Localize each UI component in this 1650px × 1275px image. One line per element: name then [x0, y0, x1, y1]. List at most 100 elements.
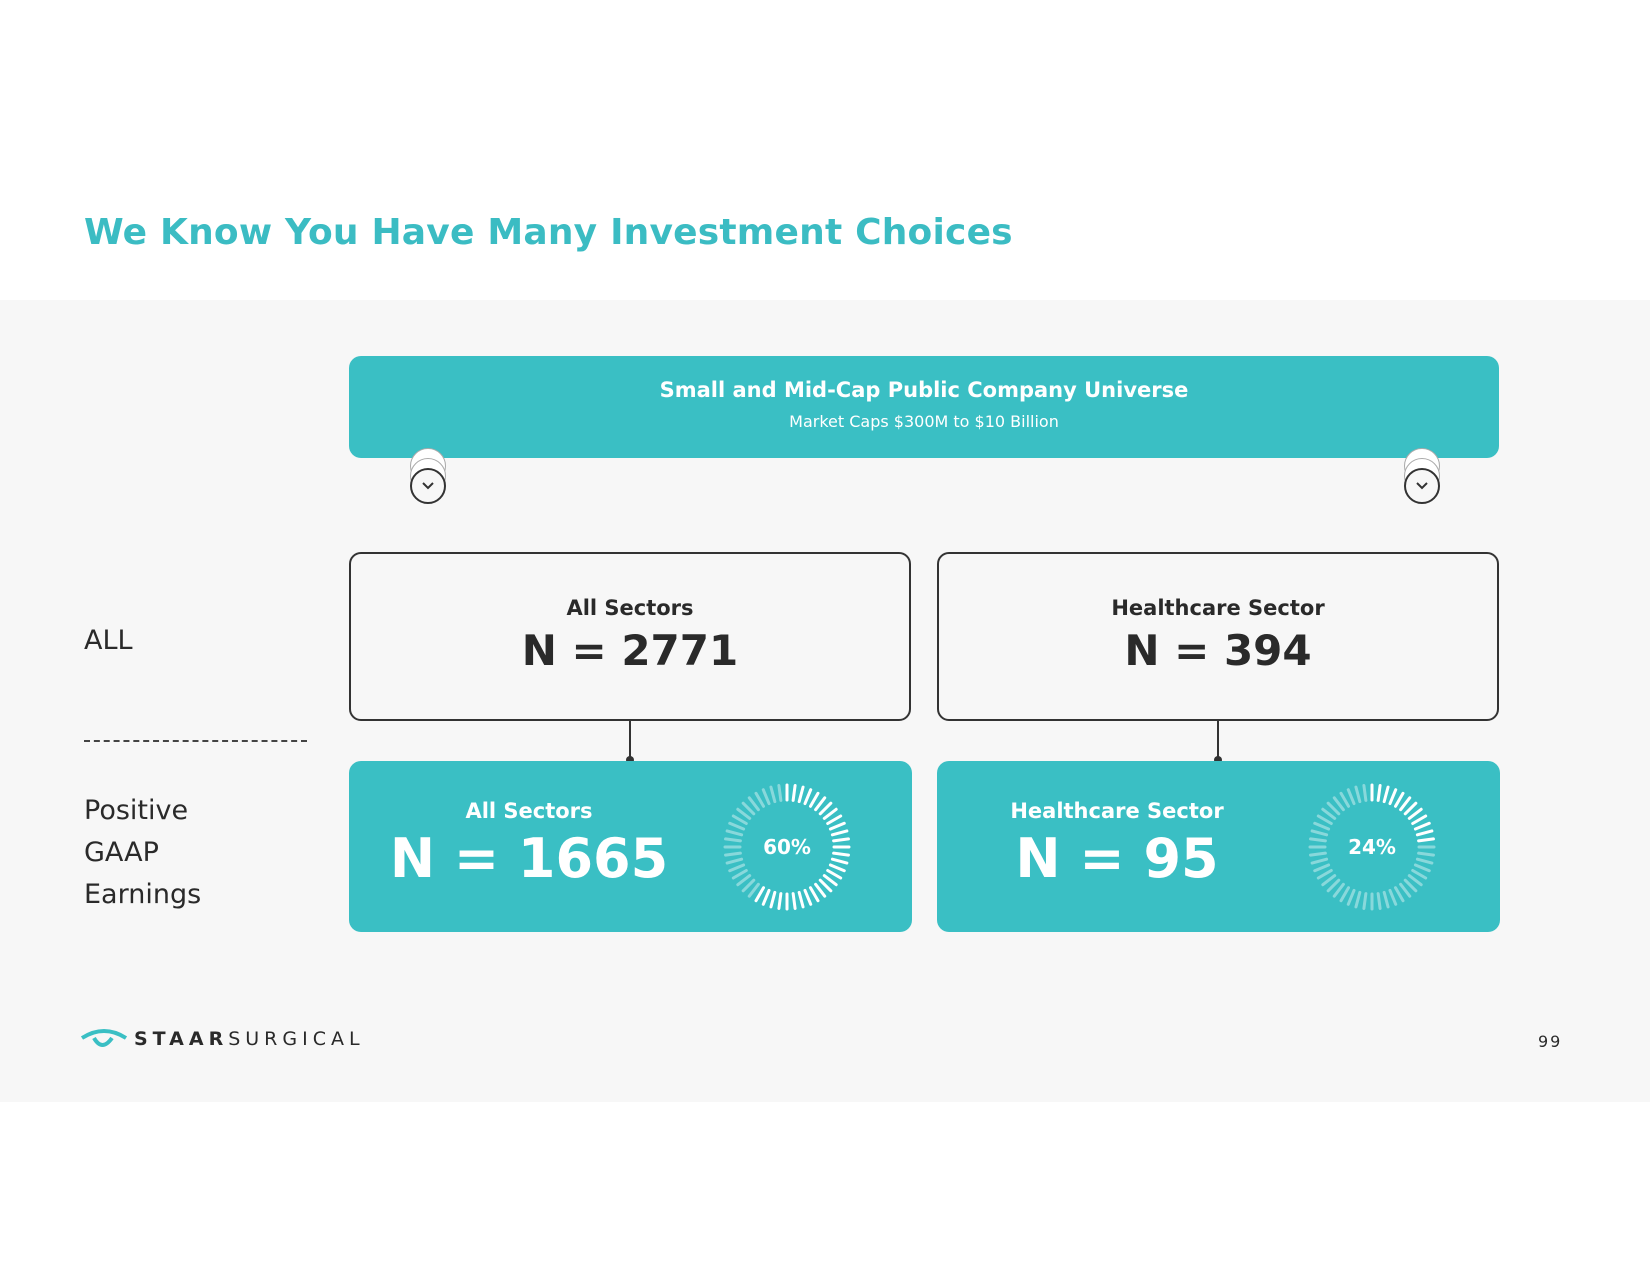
page-title: We Know You Have Many Investment Choices — [84, 212, 1013, 253]
gauge-tick — [1399, 796, 1412, 812]
gauge-tick — [724, 851, 742, 857]
gauge-tick — [1362, 892, 1368, 910]
gauge-tick — [1407, 874, 1423, 887]
gauge-tick — [832, 837, 850, 843]
gauge-tick — [1332, 882, 1345, 898]
gauge-tick — [814, 882, 827, 898]
gauge-tick — [1346, 888, 1356, 906]
gauge-tick — [1309, 851, 1327, 857]
gauge-tick — [724, 837, 742, 843]
eye-logo-icon — [80, 1029, 128, 1047]
gauge-tick — [731, 814, 748, 825]
gauge-tick — [830, 829, 849, 837]
gauge-tick — [1316, 869, 1333, 880]
label-line: Positive — [84, 795, 189, 826]
gauge-tick — [1411, 869, 1428, 880]
gauge-tick — [1399, 882, 1412, 898]
logo-text-light: SURGICAL — [228, 1028, 365, 1050]
gauge-tick — [818, 878, 833, 893]
gauge-tick — [1332, 796, 1345, 812]
gauge-tick — [822, 874, 838, 887]
gauge-tick — [1313, 821, 1331, 831]
gauge-tick — [1309, 837, 1327, 843]
gauge-tick — [1394, 791, 1405, 808]
gauge-tick — [1362, 784, 1368, 802]
percentage-gauge: 60% — [723, 783, 851, 911]
gauge-tick — [769, 785, 777, 804]
gauge-tick — [1354, 785, 1362, 804]
row-label-positive: Positive GAAP Earnings — [84, 790, 201, 916]
gauge-tick — [1310, 857, 1329, 865]
gauge-tick — [1411, 814, 1428, 825]
gauge-tick — [754, 791, 765, 808]
gauge-tick — [1326, 878, 1341, 893]
gauge-tick — [731, 869, 748, 880]
page-number: 99 — [1538, 1032, 1563, 1051]
gauge-tick — [1376, 892, 1382, 910]
gauge-tick — [791, 892, 797, 910]
gauge-tick — [1339, 886, 1350, 903]
universe-banner: Small and Mid-Cap Public Company Univers… — [349, 356, 1499, 458]
gauge-tick — [741, 801, 756, 816]
row-label-all: ALL — [84, 625, 133, 656]
gauge-tick — [728, 863, 746, 873]
chevron-down-icon — [1404, 468, 1440, 504]
gauge-tick — [826, 869, 843, 880]
gauge-tick — [803, 788, 813, 806]
logo-text-bold: STAAR — [134, 1028, 229, 1050]
gauge-tick — [769, 890, 777, 909]
gauge-tick — [728, 821, 746, 831]
connector-dot — [1214, 756, 1222, 764]
healthcare-box: Healthcare Sector N = 394 — [937, 552, 1499, 721]
gauge-tick — [826, 814, 843, 825]
gauge-tick — [1415, 829, 1434, 837]
gauge-tick — [828, 863, 846, 873]
gauge-tick — [1310, 829, 1329, 837]
gauge-tick — [1388, 888, 1398, 906]
gauge-tick — [741, 878, 756, 893]
gauge-tick — [818, 801, 833, 816]
gauge-tick — [1354, 890, 1362, 909]
gauge-percent: 60% — [763, 835, 811, 859]
chevron-down-icon — [410, 468, 446, 504]
gauge-tick — [809, 791, 820, 808]
connector — [629, 721, 631, 759]
gauge-tick — [814, 796, 827, 812]
gauge-tick — [1415, 857, 1434, 865]
staar-logo: STAAR SURGICAL — [80, 1026, 365, 1052]
gauge-tick — [1403, 878, 1418, 893]
gauge-tick — [777, 892, 783, 910]
gauge-tick — [761, 788, 771, 806]
gauge-tick — [736, 807, 752, 820]
box-count: N = 2771 — [521, 626, 739, 675]
universe-subtitle: Market Caps $300M to $10 Billion — [789, 412, 1059, 431]
gauge-tick — [832, 851, 850, 857]
gauge-tick — [809, 886, 820, 903]
box-label: Healthcare Sector — [1010, 799, 1224, 823]
gauge-tick — [777, 784, 783, 802]
box-count: N = 1665 — [389, 827, 669, 890]
connector — [1217, 721, 1219, 759]
label-line: GAAP — [84, 837, 159, 868]
label-line: Earnings — [84, 879, 202, 910]
gauge-tick — [1339, 791, 1350, 808]
all-sectors-box: All Sectors N = 2771 — [349, 552, 911, 721]
gauge-tick — [761, 888, 771, 906]
gauge-tick — [1376, 784, 1382, 802]
gauge-percent: 24% — [1348, 835, 1396, 859]
percentage-gauge: 24% — [1308, 783, 1436, 911]
gauge-tick — [797, 785, 805, 804]
gauge-tick — [1321, 807, 1337, 820]
gauge-tick — [725, 857, 744, 865]
gauge-tick — [1413, 821, 1431, 831]
gauge-tick — [725, 829, 744, 837]
gauge-tick — [1326, 801, 1341, 816]
gauge-tick — [1388, 788, 1398, 806]
gauge-tick — [1321, 874, 1337, 887]
gauge-tick — [822, 807, 838, 820]
gauge-tick — [754, 886, 765, 903]
gauge-tick — [1382, 785, 1390, 804]
positive-healthcare-box: Healthcare Sector N = 95 24% — [937, 761, 1500, 932]
row-divider — [84, 740, 307, 742]
gauge-tick — [797, 890, 805, 909]
